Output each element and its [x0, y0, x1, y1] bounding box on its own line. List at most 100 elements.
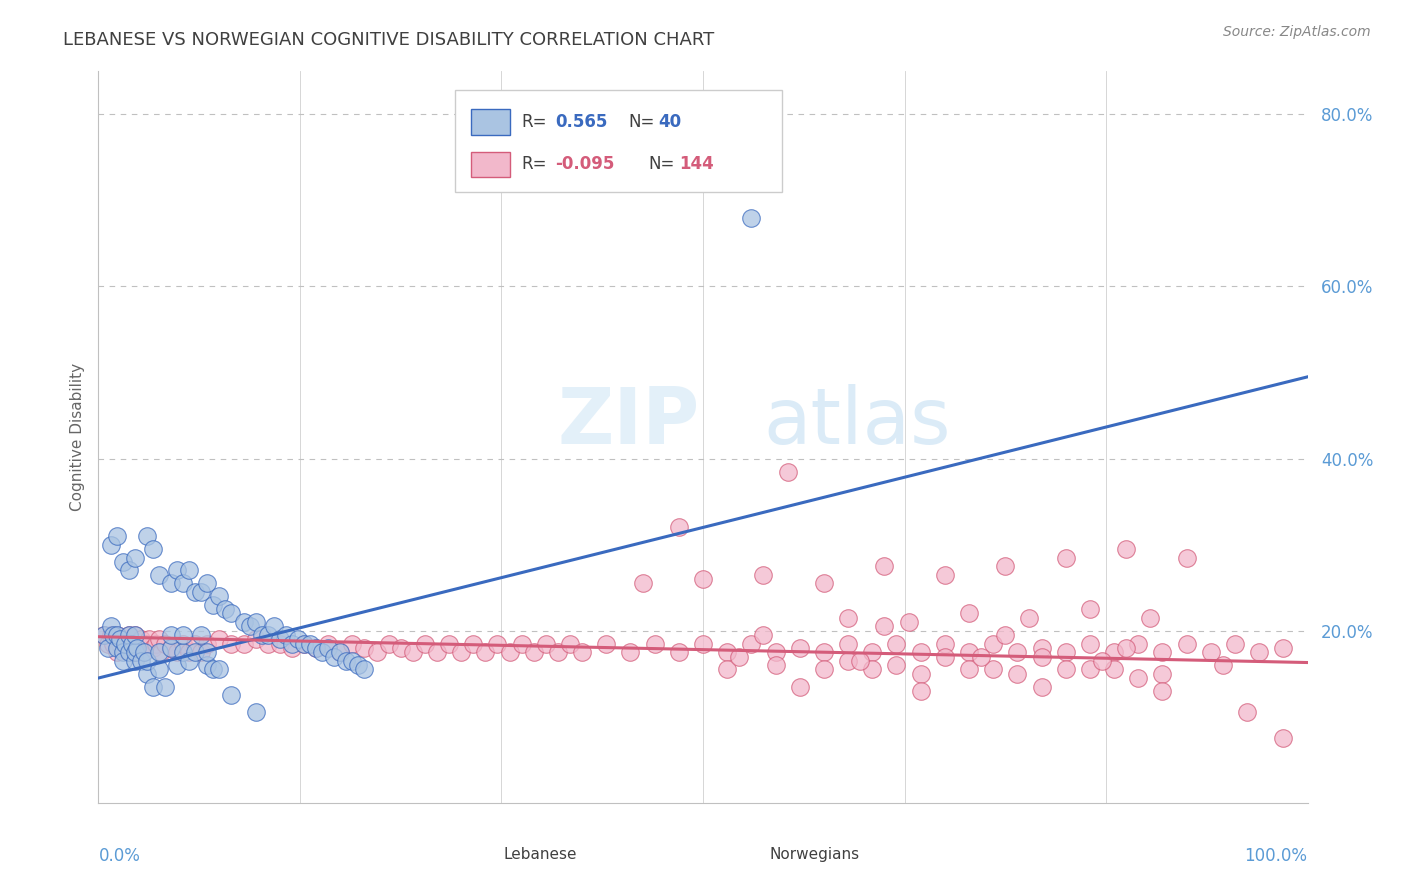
- Point: [1152, 684, 1174, 698]
- Point: [389, 640, 412, 655]
- Text: atlas: atlas: [763, 384, 950, 460]
- Point: [172, 628, 194, 642]
- Point: [377, 637, 399, 651]
- Point: [353, 640, 375, 655]
- Point: [292, 637, 315, 651]
- Point: [124, 654, 146, 668]
- FancyBboxPatch shape: [461, 843, 495, 863]
- Point: [274, 628, 297, 642]
- Point: [342, 654, 364, 668]
- Point: [311, 645, 333, 659]
- Point: [108, 637, 131, 651]
- Point: [873, 559, 896, 574]
- Point: [837, 654, 859, 668]
- Text: LEBANESE VS NORWEGIAN COGNITIVE DISABILITY CORRELATION CHART: LEBANESE VS NORWEGIAN COGNITIVE DISABILI…: [63, 31, 714, 49]
- FancyBboxPatch shape: [471, 110, 509, 135]
- Point: [101, 628, 124, 642]
- Point: [1018, 611, 1040, 625]
- Point: [1175, 637, 1198, 651]
- Point: [692, 572, 714, 586]
- Point: [347, 658, 370, 673]
- Text: ZIP: ZIP: [558, 384, 700, 460]
- Point: [1007, 666, 1029, 681]
- Point: [148, 645, 170, 659]
- Point: [305, 640, 328, 655]
- Point: [100, 538, 122, 552]
- Point: [100, 628, 122, 642]
- Point: [1272, 731, 1295, 746]
- Point: [1152, 645, 1174, 659]
- Point: [190, 628, 212, 642]
- Point: [934, 567, 956, 582]
- Point: [142, 541, 165, 556]
- Point: [668, 520, 690, 534]
- Point: [740, 637, 762, 651]
- Point: [153, 637, 176, 651]
- Point: [366, 645, 388, 659]
- Point: [1054, 645, 1077, 659]
- Point: [148, 662, 170, 676]
- Point: [195, 645, 218, 659]
- Point: [994, 628, 1017, 642]
- Point: [534, 637, 557, 651]
- Text: Norwegians: Norwegians: [769, 847, 859, 862]
- Point: [135, 529, 157, 543]
- Point: [1054, 550, 1077, 565]
- Point: [897, 615, 920, 629]
- Point: [166, 658, 188, 673]
- Point: [1078, 637, 1101, 651]
- Point: [195, 637, 218, 651]
- Point: [1199, 645, 1222, 659]
- Point: [179, 645, 201, 659]
- Point: [1272, 640, 1295, 655]
- Point: [195, 658, 218, 673]
- Point: [474, 645, 496, 659]
- Point: [886, 658, 908, 673]
- Point: [305, 640, 328, 655]
- Y-axis label: Cognitive Disability: Cognitive Disability: [69, 363, 84, 511]
- Point: [644, 637, 666, 651]
- Point: [287, 632, 309, 647]
- Point: [1223, 637, 1246, 651]
- Point: [1007, 645, 1029, 659]
- Point: [93, 628, 115, 642]
- Point: [837, 637, 859, 651]
- Point: [1139, 611, 1161, 625]
- Point: [716, 645, 738, 659]
- Point: [426, 645, 449, 659]
- Point: [239, 619, 262, 633]
- Point: [510, 637, 533, 651]
- Point: [1031, 680, 1053, 694]
- Point: [934, 637, 956, 651]
- Point: [124, 628, 146, 642]
- Point: [547, 645, 569, 659]
- Point: [118, 645, 141, 659]
- Text: N=: N=: [628, 112, 654, 131]
- Point: [716, 662, 738, 676]
- Point: [740, 211, 762, 225]
- Point: [256, 628, 278, 642]
- FancyBboxPatch shape: [471, 152, 509, 178]
- Text: 40: 40: [658, 112, 682, 131]
- Point: [437, 637, 460, 651]
- Point: [886, 637, 908, 651]
- Point: [299, 637, 322, 651]
- Point: [450, 645, 472, 659]
- Point: [269, 632, 291, 647]
- Point: [728, 649, 751, 664]
- Text: 0.0%: 0.0%: [98, 847, 141, 864]
- Point: [813, 645, 835, 659]
- Point: [316, 637, 339, 651]
- Point: [134, 637, 156, 651]
- Point: [121, 637, 143, 651]
- Point: [118, 628, 141, 642]
- Point: [160, 640, 183, 655]
- Point: [190, 585, 212, 599]
- FancyBboxPatch shape: [456, 90, 782, 192]
- Text: 144: 144: [679, 155, 714, 173]
- Point: [776, 465, 799, 479]
- Point: [208, 662, 231, 676]
- Point: [124, 628, 146, 642]
- Point: [208, 632, 231, 647]
- Point: [145, 637, 167, 651]
